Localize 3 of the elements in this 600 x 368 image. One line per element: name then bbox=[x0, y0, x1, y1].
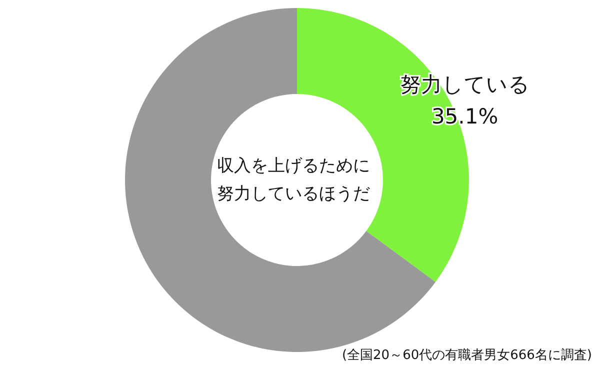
slice-label: 努力している bbox=[400, 72, 530, 96]
text: 収入を上げるために努力しているほうだ bbox=[217, 156, 370, 204]
text: (全国20～60代の有職者男女666名に調査) bbox=[342, 348, 592, 363]
